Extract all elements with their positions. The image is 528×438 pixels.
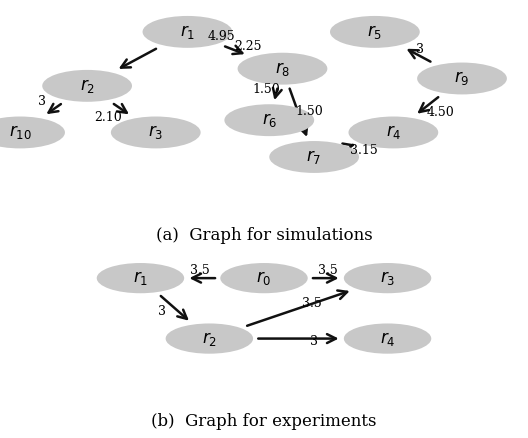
Text: $r_{4}$: $r_{4}$: [380, 329, 395, 348]
Text: $r_{10}$: $r_{10}$: [8, 124, 32, 141]
Ellipse shape: [417, 63, 507, 95]
Text: $r_{1}$: $r_{1}$: [133, 269, 148, 287]
Text: 1.50: 1.50: [253, 83, 280, 96]
Text: 3: 3: [310, 335, 318, 348]
Text: $r_{3}$: $r_{3}$: [148, 124, 164, 141]
Text: 2.10: 2.10: [95, 111, 122, 124]
Ellipse shape: [269, 141, 359, 173]
Text: $r_{3}$: $r_{3}$: [380, 269, 395, 287]
Ellipse shape: [143, 16, 232, 48]
Text: 2.25: 2.25: [234, 40, 262, 53]
Ellipse shape: [330, 16, 420, 48]
Text: $r_{5}$: $r_{5}$: [367, 23, 382, 41]
Ellipse shape: [0, 117, 65, 148]
Ellipse shape: [348, 117, 438, 148]
Ellipse shape: [111, 117, 201, 148]
Ellipse shape: [238, 53, 327, 85]
Text: $r_{9}$: $r_{9}$: [454, 70, 470, 88]
Ellipse shape: [344, 263, 431, 293]
Text: 3.15: 3.15: [351, 145, 378, 157]
Text: $r_{2}$: $r_{2}$: [202, 329, 217, 348]
Text: $r_{2}$: $r_{2}$: [80, 77, 95, 95]
Text: 3: 3: [158, 305, 166, 318]
Ellipse shape: [166, 323, 253, 354]
Text: 4.95: 4.95: [208, 30, 235, 43]
Text: $r_{7}$: $r_{7}$: [306, 148, 322, 166]
Text: 1.50: 1.50: [295, 105, 323, 118]
Ellipse shape: [42, 70, 132, 102]
Text: $r_{6}$: $r_{6}$: [261, 111, 277, 129]
Ellipse shape: [97, 263, 184, 293]
Text: (b)  Graph for experiments: (b) Graph for experiments: [151, 413, 377, 430]
Text: $r_{1}$: $r_{1}$: [180, 23, 195, 41]
Text: 3: 3: [416, 42, 424, 56]
Text: $r_{0}$: $r_{0}$: [256, 269, 272, 287]
Text: 3.5: 3.5: [190, 264, 210, 276]
Ellipse shape: [344, 323, 431, 354]
Text: 4.50: 4.50: [427, 106, 455, 119]
Text: (a)  Graph for simulations: (a) Graph for simulations: [156, 227, 372, 244]
Ellipse shape: [220, 263, 308, 293]
Ellipse shape: [224, 104, 314, 136]
Text: $r_{4}$: $r_{4}$: [385, 124, 401, 141]
Text: 3: 3: [38, 95, 46, 108]
Text: $r_{8}$: $r_{8}$: [275, 60, 290, 78]
Text: 3.5: 3.5: [301, 297, 322, 310]
Text: 3.5: 3.5: [318, 264, 338, 276]
